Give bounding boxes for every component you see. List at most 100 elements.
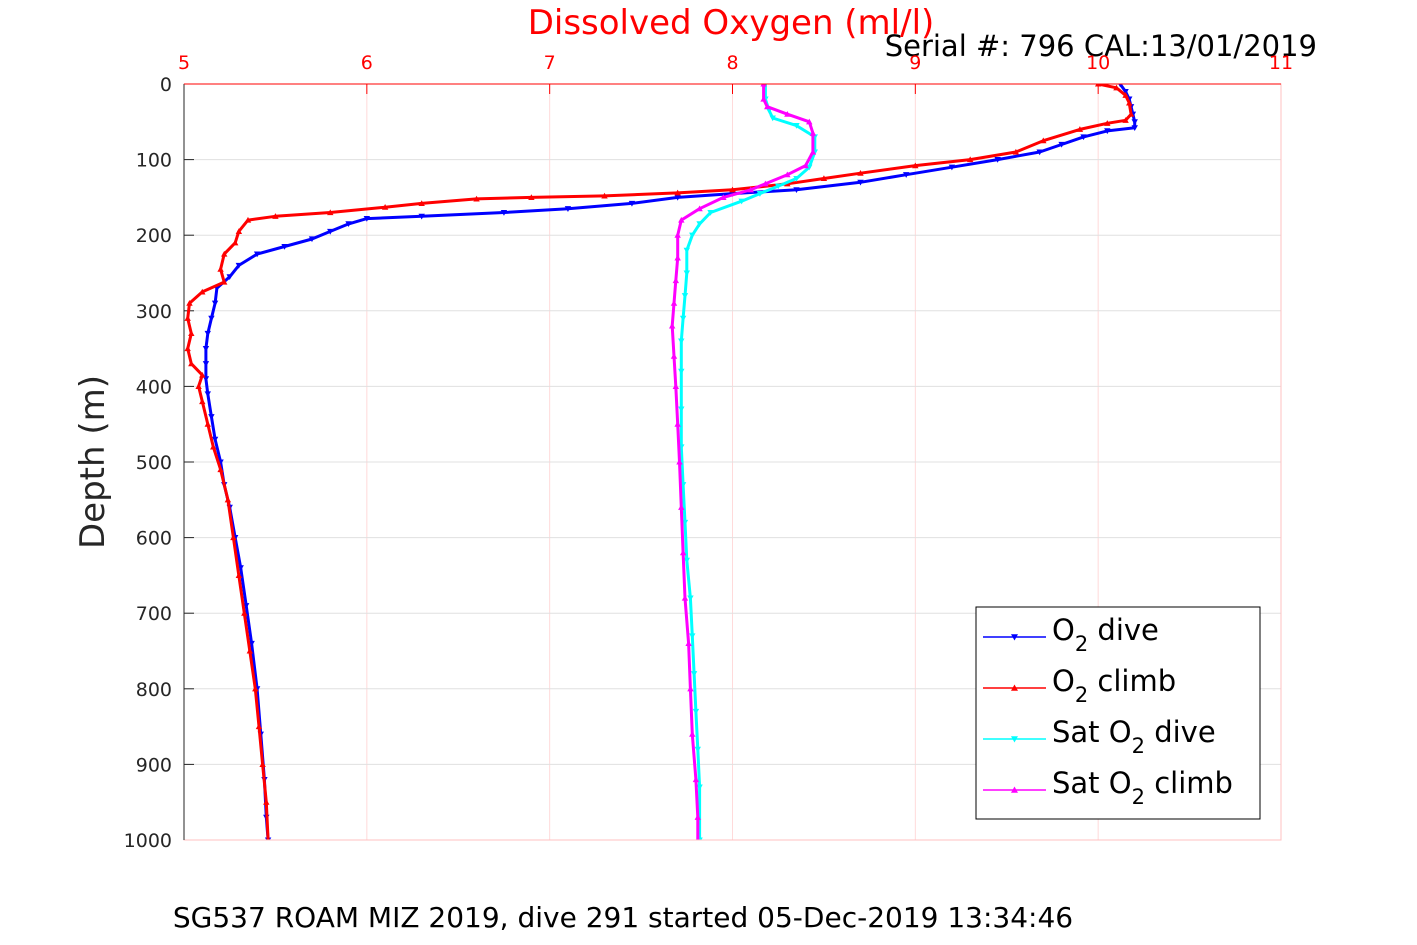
- data-point: [1127, 111, 1135, 117]
- data-point: [418, 213, 425, 220]
- data-point: [1040, 137, 1047, 144]
- data-point: [793, 187, 800, 194]
- data-point: [231, 239, 239, 246]
- data-point: [217, 266, 224, 272]
- data-point: [695, 836, 700, 840]
- data-point: [674, 189, 681, 196]
- data-point: [246, 647, 254, 654]
- data-point: [1131, 125, 1138, 132]
- data-point: [769, 115, 776, 122]
- data-point: [694, 814, 701, 820]
- data-point: [230, 534, 237, 541]
- x-axis: 5 6 7 8 9 10 11: [178, 52, 1293, 94]
- data-point: [1122, 89, 1129, 95]
- data-point: [1113, 84, 1120, 91]
- data-point: [628, 200, 636, 207]
- data-point: [689, 730, 696, 737]
- data-point: [199, 288, 206, 295]
- data-point: [747, 186, 754, 193]
- x-tick-label: 7: [544, 52, 556, 74]
- data-point: [211, 436, 219, 443]
- y-axis-label: Depth (m): [73, 375, 113, 549]
- data-point: [199, 398, 206, 405]
- data-point: [681, 519, 689, 526]
- data-point: [210, 443, 217, 450]
- data-point: [259, 761, 266, 767]
- data-point: [1058, 141, 1065, 148]
- data-point: [994, 157, 1001, 163]
- data-point: [687, 685, 694, 692]
- data-point: [1118, 84, 1122, 88]
- data-point: [683, 270, 690, 277]
- data-point: [809, 148, 817, 155]
- data-point: [793, 123, 800, 129]
- data-point: [689, 633, 696, 640]
- data-point: [687, 595, 694, 602]
- data-point: [1122, 92, 1129, 98]
- footer-caption: SG537 ROAM MIZ 2019, dive 291 started 05…: [173, 901, 1073, 934]
- data-point: [674, 194, 681, 201]
- data-point: [857, 170, 864, 176]
- data-point: [1012, 148, 1020, 155]
- data-point: [211, 300, 219, 307]
- data-point: [696, 784, 703, 791]
- data-point: [912, 162, 919, 169]
- y-tick-label: 800: [136, 679, 172, 701]
- series-line: [186, 84, 1133, 840]
- data-point: [676, 458, 683, 465]
- x-tick-label: 8: [726, 52, 738, 74]
- data-point: [692, 776, 700, 783]
- data-point: [184, 315, 191, 321]
- data-point: [775, 183, 782, 190]
- x-tick-label: 11: [1269, 52, 1293, 74]
- y-tick-label: 400: [136, 376, 172, 398]
- data-point: [1131, 119, 1138, 125]
- data-point: [696, 205, 703, 212]
- y-tick-label: 1000: [124, 830, 172, 852]
- data-point: [674, 421, 681, 427]
- legend-label: Sat O2 climb: [1052, 766, 1233, 809]
- data-point: [281, 243, 288, 250]
- data-point: [679, 315, 687, 322]
- data-point: [1094, 84, 1102, 87]
- x-tick-label: 5: [178, 52, 190, 74]
- data-point: [806, 118, 813, 125]
- data-point: [793, 175, 800, 182]
- data-point: [418, 200, 425, 207]
- data-point: [308, 236, 316, 243]
- chart-title: Dissolved Oxygen (ml/l): [528, 3, 935, 43]
- data-point: [195, 383, 202, 389]
- data-point: [707, 209, 714, 216]
- data-point: [473, 195, 480, 202]
- data-point: [345, 221, 352, 228]
- data-point: [720, 194, 727, 200]
- y-tick-label: 100: [136, 150, 172, 172]
- y-tick-label: 700: [136, 603, 172, 625]
- series-layer: [184, 84, 1138, 840]
- data-point: [272, 213, 279, 219]
- data-point: [784, 171, 791, 178]
- data-point: [674, 254, 681, 261]
- legend-box: [975, 606, 1261, 820]
- legend: O2 dive O2 climb Sat O2 dive Sat O2 climb: [975, 606, 1261, 820]
- legend-marker: [1011, 634, 1018, 641]
- data-point: [208, 414, 215, 420]
- y-tick-label: 500: [136, 452, 172, 474]
- data-point: [689, 232, 696, 239]
- legend-label: Sat O2 dive: [1052, 715, 1216, 758]
- data-point: [199, 371, 206, 378]
- data-point: [683, 247, 690, 254]
- data-point: [601, 192, 608, 199]
- data-point: [1126, 99, 1133, 106]
- data-point: [1080, 134, 1087, 141]
- y-axis: 0 100 200 300 400 500 600 700 800 900 1000: [124, 74, 194, 852]
- data-point: [188, 360, 195, 367]
- data-point: [202, 376, 210, 383]
- data-point: [1104, 128, 1111, 135]
- data-point: [221, 278, 228, 285]
- data-point: [820, 175, 828, 182]
- legend-marker: [1011, 684, 1018, 691]
- data-point: [202, 346, 210, 352]
- data-point: [678, 504, 685, 510]
